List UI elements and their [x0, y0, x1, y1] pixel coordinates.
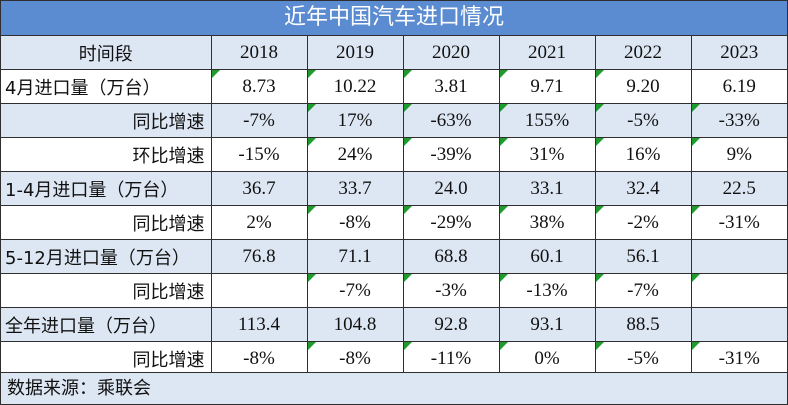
- data-cell: 68.8: [402, 239, 500, 274]
- data-cell: 71.1: [306, 239, 404, 274]
- header-cell: 2021: [498, 36, 596, 70]
- data-cell: -39%: [402, 137, 500, 172]
- data-cell: 2%: [210, 205, 308, 240]
- data-cell: -8%: [306, 341, 404, 376]
- table-row: 环比增速 -15% 24% -39% 31% 16% 9%: [1, 137, 787, 172]
- data-cell: 38%: [498, 205, 596, 240]
- data-cell: 24.0: [402, 171, 500, 206]
- table-title: 近年中国汽车进口情况: [1, 1, 787, 36]
- data-cell: -29%: [402, 205, 500, 240]
- data-cell: 155%: [498, 103, 596, 138]
- data-cell: -31%: [690, 205, 787, 240]
- header-cell: 2020: [402, 36, 500, 70]
- data-cell: -5%: [594, 341, 692, 376]
- data-cell: 92.8: [402, 307, 500, 342]
- data-cell: -7%: [594, 273, 692, 308]
- import-table: 时间段 2018 2019 2020 2021 2022 2023 4月进口量（…: [1, 36, 787, 376]
- data-cell: [690, 273, 787, 308]
- data-cell: 16%: [594, 137, 692, 172]
- row-label: 同比增速: [1, 273, 212, 308]
- data-cell: 3.81: [402, 69, 500, 104]
- data-cell: -15%: [210, 137, 308, 172]
- header-cell: 2018: [210, 36, 308, 70]
- row-label: 4月进口量（万台）: [1, 69, 212, 104]
- data-cell: 22.5: [690, 171, 787, 206]
- data-cell: 17%: [306, 103, 404, 138]
- table-row: 全年进口量（万台） 113.4 104.8 92.8 93.1 88.5: [1, 307, 787, 342]
- data-cell: 0%: [498, 341, 596, 376]
- data-cell: 33.1: [498, 171, 596, 206]
- row-label: 5-12月进口量（万台）: [1, 239, 212, 274]
- data-cell: -8%: [306, 205, 404, 240]
- data-cell: 33.7: [306, 171, 404, 206]
- data-cell: -7%: [306, 273, 404, 308]
- data-cell: 32.4: [594, 171, 692, 206]
- table-row: 同比增速 -7% -3% -13% -7%: [1, 273, 787, 308]
- data-cell: -33%: [690, 103, 787, 138]
- table-row: 同比增速 2% -8% -29% 38% -2% -31%: [1, 205, 787, 240]
- data-cell: 6.19: [690, 69, 787, 104]
- table-row: 1-4月进口量（万台） 36.7 33.7 24.0 33.1 32.4 22.5: [1, 171, 787, 206]
- row-label: 全年进口量（万台）: [1, 307, 212, 342]
- header-cell: 2019: [306, 36, 404, 70]
- header-cell: 时间段: [1, 36, 212, 70]
- data-cell: 113.4: [210, 307, 308, 342]
- data-cell: -13%: [498, 273, 596, 308]
- data-cell: -5%: [594, 103, 692, 138]
- data-cell: 88.5: [594, 307, 692, 342]
- data-cell: 36.7: [210, 171, 308, 206]
- data-cell: 9%: [690, 137, 787, 172]
- data-cell: -31%: [690, 341, 787, 376]
- data-cell: -11%: [402, 341, 500, 376]
- data-cell: [210, 273, 308, 308]
- data-cell: [690, 307, 787, 342]
- data-cell: -3%: [402, 273, 500, 308]
- row-label: 1-4月进口量（万台）: [1, 171, 212, 206]
- data-cell: -2%: [594, 205, 692, 240]
- data-cell: 9.71: [498, 69, 596, 104]
- table-row: 同比增速 -7% 17% -63% 155% -5% -33%: [1, 103, 787, 138]
- table-body: 时间段 2018 2019 2020 2021 2022 2023 4月进口量（…: [1, 36, 787, 376]
- data-cell: -63%: [402, 103, 500, 138]
- data-cell: 9.20: [594, 69, 692, 104]
- data-cell: [690, 239, 787, 274]
- row-label: 同比增速: [1, 205, 212, 240]
- table-row: 同比增速 -8% -8% -11% 0% -5% -31%: [1, 341, 787, 376]
- data-cell: 24%: [306, 137, 404, 172]
- header-cell: 2023: [690, 36, 787, 70]
- header-cell: 2022: [594, 36, 692, 70]
- data-cell: -7%: [210, 103, 308, 138]
- source-note: 数据来源：乘联会: [1, 372, 787, 404]
- row-label: 环比增速: [1, 137, 212, 172]
- data-cell: -8%: [210, 341, 308, 376]
- table-row: 5-12月进口量（万台） 76.8 71.1 68.8 60.1 56.1: [1, 239, 787, 274]
- data-cell: 76.8: [210, 239, 308, 274]
- row-label: 同比增速: [1, 103, 212, 138]
- data-cell: 93.1: [498, 307, 596, 342]
- data-cell: 8.73: [210, 69, 308, 104]
- data-cell: 104.8: [306, 307, 404, 342]
- data-cell: 56.1: [594, 239, 692, 274]
- table-row: 4月进口量（万台） 8.73 10.22 3.81 9.71 9.20 6.19: [1, 69, 787, 104]
- header-row: 时间段 2018 2019 2020 2021 2022 2023: [1, 36, 787, 70]
- row-label: 同比增速: [1, 341, 212, 376]
- data-cell: 31%: [498, 137, 596, 172]
- data-cell: 60.1: [498, 239, 596, 274]
- data-cell: 10.22: [306, 69, 404, 104]
